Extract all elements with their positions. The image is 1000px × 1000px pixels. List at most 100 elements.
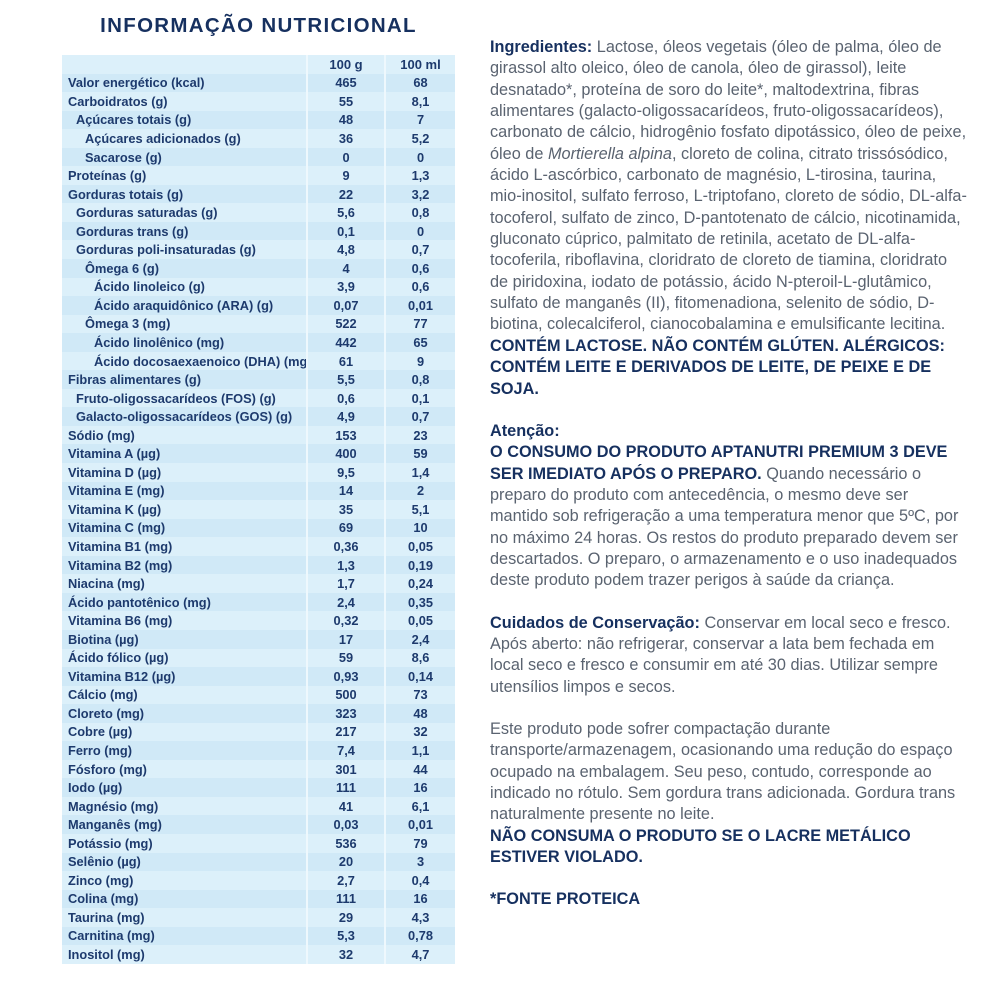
table-row: Fruto-oligossacarídeos (FOS) (g) 0,6 0,1 [62,388,455,408]
table-row: Ácido linoleico (g) 3,9 0,6 [62,277,455,297]
value-100g: 0,36 [306,537,384,556]
column-header-100ml: 100 ml [384,55,455,74]
nutrient-label: Vitamina K (µg) [68,501,162,517]
nutrient-label: Selênio (µg) [68,854,141,870]
value-100g: 0,03 [306,815,384,834]
value-100ml: 8,6 [384,648,455,668]
value-100ml: 0,78 [384,926,455,946]
value-100ml: 5,2 [384,129,455,148]
value-100g: 2,4 [306,592,384,612]
value-100g: 111 [306,778,384,797]
nutrient-label: Biotina (µg) [68,631,139,647]
nutrient-label: Vitamina D (µg) [68,464,162,480]
table-row: Vitamina D (µg) 9,5 1,4 [62,463,455,482]
value-100ml: 0,19 [384,555,455,575]
nutrient-label: Fibras alimentares (g) [68,372,201,388]
text-segment: Quando necessário o preparo do produto c… [490,464,963,590]
nutrient-label: Vitamina E (mg) [68,483,165,499]
value-100ml: 16 [384,889,455,909]
value-100ml: 0,6 [384,277,455,297]
table-row: Zinco (mg) 2,7 0,4 [62,871,455,890]
nutrient-label: Sódio (mg) [68,427,135,443]
text-segment: Conservar em local seco e fresco. Após a… [490,613,955,696]
value-100ml: 6,1 [384,796,455,816]
value-100ml: 0,6 [384,259,455,278]
nutrient-label: Zinco (mg) [68,872,134,888]
value-100g: 153 [306,425,384,445]
header-spacer [62,55,306,74]
value-100ml: 0,05 [384,537,455,556]
value-100g: 22 [306,184,384,204]
table-row: Vitamina E (mg) 14 2 [62,481,455,501]
value-100g: 4 [306,259,384,278]
nutrient-label: Sacarose (g) [85,149,162,165]
nutrient-label: Vitamina C (mg) [68,520,166,536]
value-100ml: 44 [384,759,455,779]
value-100g: 9,5 [306,463,384,482]
nutrient-label: Galacto-oligossacarídeos (GOS) (g) [76,409,293,425]
table-row: Ômega 3 (mg) 522 77 [62,314,455,334]
value-100ml: 3 [384,852,455,872]
table-row: Selênio (µg) 20 3 [62,852,455,872]
table-row: Manganês (mg) 0,03 0,01 [62,815,455,834]
text-segment: Lactose, óleos vegetais (óleo de palma, … [490,38,971,163]
table-row: Açúcares adicionados (g) 36 5,2 [62,129,455,148]
value-100ml: 1,4 [384,463,455,482]
nutrition-table: 100 g 100 ml Valor energético (kcal) 465 6… [62,55,455,964]
nutrient-label: Taurina (mg) [68,909,145,925]
nutrient-label: Ferro (mg) [68,743,132,758]
value-100g: 0,6 [306,388,384,408]
attention-paragraph: Atenção: O CONSUMO DO PRODUTO APTANUTRI … [490,421,968,592]
table-row: Cálcio (mg) 500 73 [62,685,455,705]
column-header-100g: 100 g [306,55,384,74]
nutrient-label: Colina (mg) [68,891,139,907]
value-100ml: 4,3 [384,908,455,927]
nutrient-label: Niacina (mg) [68,576,145,592]
table-row: Iodo (µg) 111 16 [62,778,455,797]
table-row: Gorduras poli-insaturadas (g) 4,8 0,7 [62,240,455,260]
value-100g: 29 [306,908,384,927]
value-100ml: 0,24 [384,574,455,593]
table-row: Taurina (mg) 29 4,3 [62,908,455,927]
value-100g: 1,7 [306,574,384,593]
table-row: Valor energético (kcal) 465 68 [62,73,455,93]
value-100g: 0,1 [306,221,384,241]
value-100g: 0,93 [306,667,384,686]
nutrient-label: Vitamina A (µg) [68,446,161,462]
nutrient-label: Fósforo (mg) [68,761,147,777]
nutrient-label: Ácido linoleico (g) [94,279,205,295]
page-title: INFORMAÇÃO NUTRICIONAL [100,14,417,37]
table-row: Cloreto (mg) 323 48 [62,704,455,723]
value-100g: 5,6 [306,203,384,222]
nutrient-label: Ômega 3 (mg) [85,316,171,332]
value-100ml: 0,35 [384,592,455,612]
table-row: Biotina (µg) 17 2,4 [62,629,455,649]
table-row: Fósforo (mg) 301 44 [62,759,455,779]
value-100ml: 16 [384,778,455,797]
value-100ml: 2,4 [384,629,455,649]
table-row: Niacina (mg) 1,7 0,24 [62,574,455,593]
nutrient-label: Ômega 6 (g) [85,260,159,276]
value-100g: 61 [306,351,384,371]
value-100ml: 0,1 [384,388,455,408]
nutrient-label: Vitamina B6 (mg) [68,613,173,629]
nutrient-label: Açúcares totais (g) [76,112,192,128]
conservation-paragraph: Cuidados de Conservação: Conservar em lo… [490,613,968,698]
value-100g: 111 [306,889,384,909]
table-row: Ácido araquidônico (ARA) (g) 0,07 0,01 [62,296,455,315]
nutrient-label: Valor energético (kcal) [68,75,205,91]
value-100ml: 23 [384,425,455,445]
table-row: Açúcares totais (g) 48 7 [62,110,455,130]
table-row: Ácido linolênico (mg) 442 65 [62,333,455,352]
value-100ml: 0,14 [384,667,455,686]
nutrient-label: Ácido fólico (µg) [68,650,169,666]
nutrient-label: Gorduras saturadas (g) [76,205,218,221]
value-100ml: 0,7 [384,407,455,426]
table-row: Vitamina B2 (mg) 1,3 0,19 [62,555,455,575]
table-row: Potássio (mg) 536 79 [62,833,455,853]
value-100ml: 68 [384,73,455,93]
nutrient-label: Magnésio (mg) [68,798,159,814]
table-row: Vitamina B1 (mg) 0,36 0,05 [62,537,455,556]
nutrient-label: Ácido araquidônico (ARA) (g) [94,297,274,313]
text-segment: Mortierella alpina [547,144,672,163]
